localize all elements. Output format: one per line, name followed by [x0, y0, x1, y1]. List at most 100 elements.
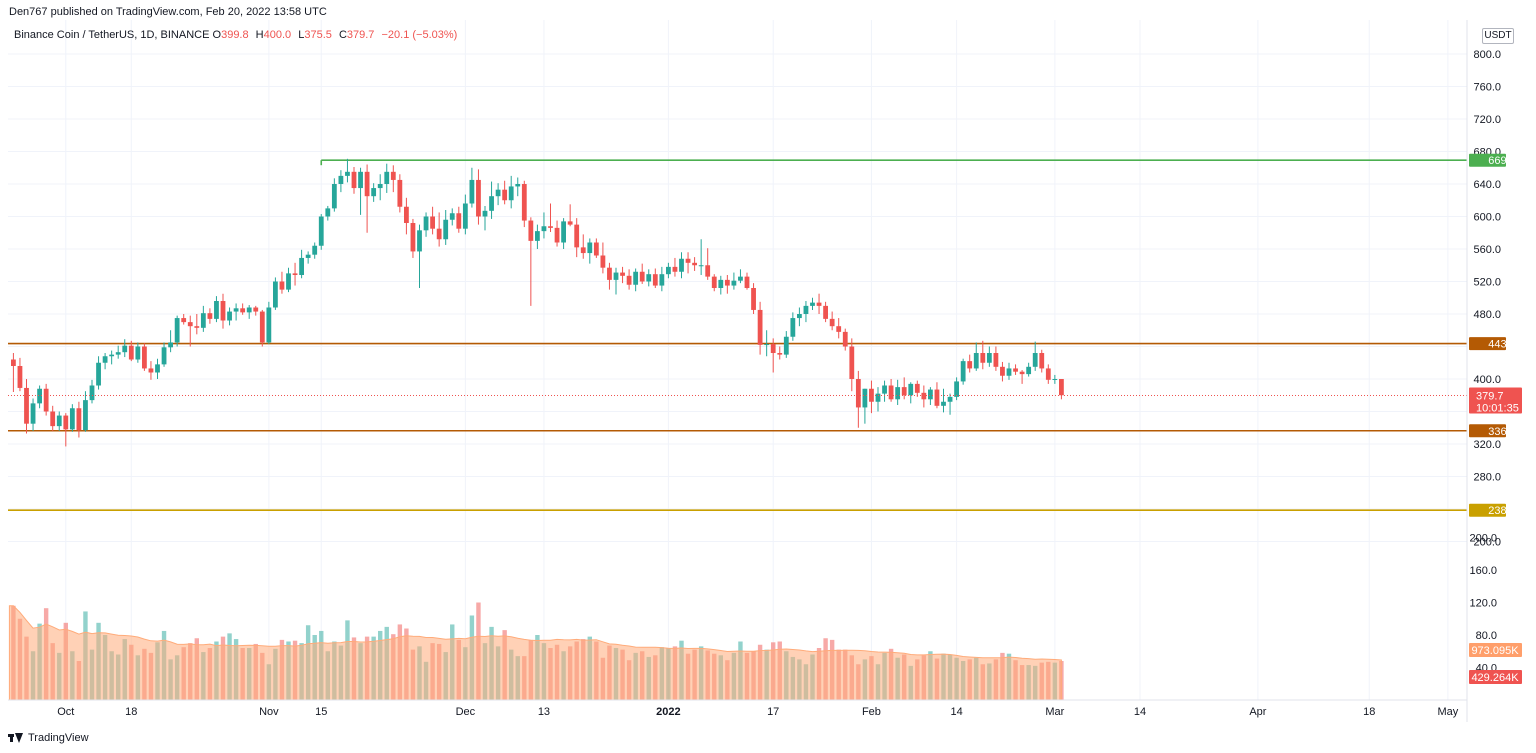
- volume-tick-label: 80.0: [1476, 630, 1497, 642]
- price-tick-label: 520.0: [1473, 277, 1501, 289]
- candle-body: [220, 301, 226, 321]
- candle-body: [430, 216, 435, 229]
- candle-body: [875, 393, 881, 402]
- price-tick-label: 800.0: [1473, 49, 1501, 61]
- candle-body: [89, 385, 95, 401]
- last-price-tag-box: [1469, 387, 1522, 414]
- candle-body: [266, 307, 272, 343]
- candle-body: [259, 311, 265, 343]
- candle-body: [1039, 353, 1045, 369]
- candle-body: [554, 227, 560, 243]
- candle-body: [240, 308, 246, 313]
- candle-body: [928, 389, 933, 400]
- time-tick-label: 14: [1134, 706, 1146, 718]
- symbol-title[interactable]: Binance Coin / TetherUS, 1D, BINANCE: [14, 29, 210, 41]
- volume-tick-label: 200.0: [1469, 533, 1497, 545]
- candle-body: [1019, 371, 1025, 375]
- candle-body: [168, 342, 173, 348]
- price-tick-label: 200.0: [1473, 537, 1501, 549]
- candle-body: [528, 220, 534, 241]
- candle-body: [469, 179, 475, 204]
- price-tick-label: 400.0: [1473, 374, 1501, 386]
- horizontal-levels: [8, 159, 1467, 512]
- candle-body: [541, 226, 547, 232]
- candle-body: [521, 184, 527, 221]
- candle-body: [751, 288, 756, 310]
- candle-body: [882, 385, 887, 394]
- candle-body: [593, 242, 599, 256]
- candle-body: [181, 318, 187, 323]
- candle-body: [187, 322, 193, 327]
- level-tag-box: [1469, 503, 1506, 517]
- candle-body: [646, 274, 652, 282]
- candle-body: [764, 344, 770, 346]
- candle-body: [325, 208, 331, 217]
- candle-body: [443, 219, 449, 240]
- candle-body: [43, 388, 49, 412]
- candle-body: [69, 408, 75, 430]
- time-tick-label: May: [1437, 706, 1458, 718]
- candle-body: [1045, 368, 1051, 380]
- candle-body: [783, 336, 789, 355]
- publish-line: Den767 published on TradingView.com, Feb…: [9, 6, 327, 18]
- volume-ma-area: [8, 605, 1062, 701]
- candle-body: [233, 308, 239, 312]
- candle-body: [423, 216, 429, 231]
- candle-body: [613, 272, 619, 280]
- candle-body: [30, 403, 36, 424]
- price-axis: 800.0760.0720.0680.0640.0600.0560.0520.0…: [1469, 49, 1501, 675]
- candle-body: [666, 266, 671, 275]
- volume-last-label: 429.264K: [1471, 672, 1519, 684]
- candle-body: [934, 389, 940, 406]
- candle-body: [1013, 368, 1018, 372]
- candle-body: [705, 265, 711, 277]
- candle-body: [194, 326, 200, 328]
- price-tick-label: 640.0: [1473, 179, 1501, 191]
- candle-body: [862, 388, 868, 408]
- candle-body: [1026, 366, 1032, 375]
- volume-tick-label: 120.0: [1469, 598, 1497, 610]
- candle-body: [83, 400, 88, 431]
- candle-body: [633, 271, 639, 285]
- candle-body: [639, 271, 645, 282]
- change-value: −20.1 (−5.03%): [381, 29, 458, 41]
- candle-body: [364, 171, 370, 197]
- candle-body: [128, 345, 134, 360]
- candle-body: [286, 273, 291, 290]
- candle-body: [849, 346, 855, 379]
- time-tick-label: 18: [1363, 706, 1375, 718]
- candle-body: [50, 411, 56, 427]
- candle-body: [56, 415, 62, 427]
- candle-body: [731, 280, 737, 286]
- tradingview-footer[interactable]: TradingView: [8, 732, 89, 744]
- candle-body: [698, 265, 704, 267]
- candle-body: [246, 307, 252, 313]
- candle-body: [993, 353, 999, 367]
- chart-grid: [8, 20, 1467, 700]
- candle-body: [122, 345, 128, 353]
- level-tag-label: 336.3: [1488, 426, 1516, 438]
- candle-body: [908, 383, 914, 396]
- candle-body: [770, 344, 776, 353]
- candle-body: [462, 203, 468, 229]
- candle-body: [967, 361, 973, 369]
- currency-button[interactable]: USDT: [1482, 28, 1514, 44]
- candle-body: [318, 216, 324, 246]
- candle-body: [652, 274, 658, 286]
- candle-body: [810, 302, 815, 306]
- candle-body: [273, 281, 278, 308]
- price-tick-label: 480.0: [1473, 309, 1501, 321]
- candle-body: [410, 223, 416, 252]
- candle-body: [351, 171, 357, 189]
- candle-body: [869, 388, 874, 402]
- price-tick-label: 600.0: [1473, 212, 1501, 224]
- candle-body: [895, 387, 901, 400]
- candle-body: [331, 184, 337, 209]
- level-tag-box: [1469, 337, 1506, 351]
- candle-body: [227, 311, 232, 321]
- candle-body: [76, 408, 82, 431]
- candle-body: [947, 396, 953, 402]
- candle-body: [954, 381, 959, 397]
- candle-body: [823, 305, 828, 319]
- candle-body: [495, 189, 501, 197]
